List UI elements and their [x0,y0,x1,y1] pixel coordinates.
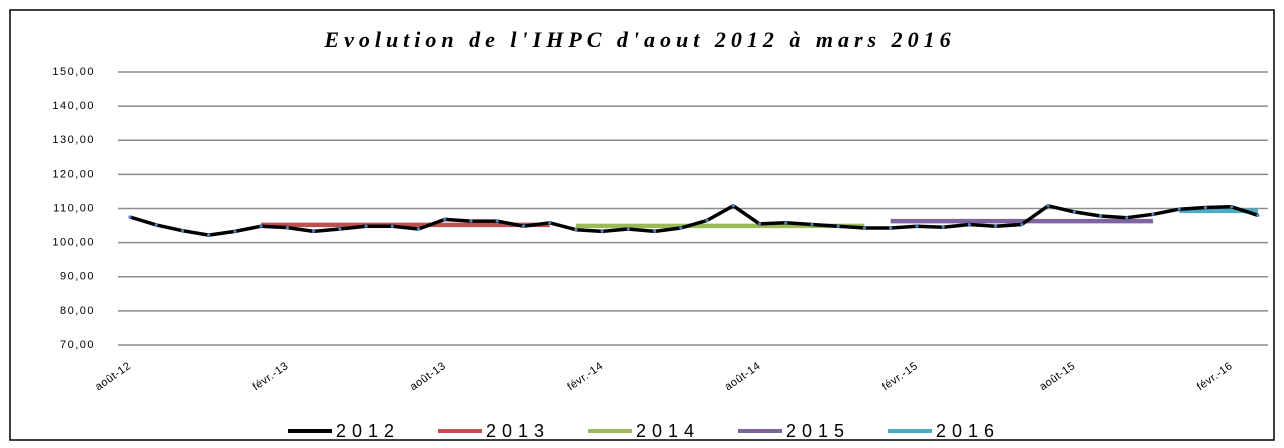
data-point [180,229,185,233]
data-point [259,224,263,228]
y-tick-label: 120,00 [52,168,95,180]
data-point [233,229,237,233]
y-tick-label: 80,00 [60,305,95,317]
data-point [469,219,473,223]
chart-border [9,9,1275,441]
data-point [443,217,447,222]
legend-label: 2012 [336,421,400,441]
legend-label: 2016 [936,421,1000,441]
series-line [129,204,1259,237]
x-tick-label: août-14 [723,360,763,393]
data-point [941,225,945,229]
data-point [1177,207,1181,211]
data-point [574,228,578,232]
data-point [495,219,499,223]
data-point [784,221,788,225]
data-point [889,226,893,230]
x-tick-label: févr.-13 [251,360,291,393]
data-point [915,224,919,228]
data-point [862,226,867,230]
y-tick-label: 90,00 [60,271,95,283]
data-point [1125,216,1129,220]
data-point [548,221,552,225]
data-point [390,224,394,228]
chart-title: Evolution de l'IHPC d'aout 2012 à mars 2… [323,27,955,52]
data-point [757,222,762,226]
data-point [810,222,814,227]
data-point [154,223,158,227]
data-point [836,224,840,228]
x-tick-label: août-12 [93,360,133,393]
data-point [653,229,657,233]
data-point [1151,212,1155,216]
data-point [1020,222,1024,227]
legend-label: 2013 [486,421,550,441]
legend-label: 2014 [636,421,700,441]
y-tick-label: 100,00 [52,237,95,249]
y-tick-label: 140,00 [52,100,95,112]
data-point [364,224,368,228]
y-tick-label: 130,00 [52,134,95,146]
y-tick-label: 150,00 [52,66,95,78]
data-point [1256,213,1260,217]
x-tick-label: août-13 [408,360,448,393]
data-point [285,226,289,230]
x-tick-label: févr.-15 [880,360,920,393]
data-point [312,229,316,233]
data-point [993,224,998,228]
x-tick-label: août-15 [1037,360,1077,393]
y-tick-label: 110,00 [53,202,95,214]
data-point [731,204,735,208]
data-point [338,227,342,231]
y-tick-label: 70,00 [60,339,95,351]
data-point [967,222,971,227]
x-tick-label: févr.-16 [1195,360,1235,393]
data-point [1230,205,1234,209]
data-point [1072,210,1076,214]
data-point [679,226,683,230]
data-point [626,227,630,231]
data-point [207,233,211,237]
x-tick-label: févr.-14 [565,360,605,393]
data-point [1098,214,1103,218]
data-point [1203,205,1208,210]
data-point [1046,204,1050,208]
data-point [521,224,526,228]
data-point [416,227,421,231]
data-point [705,218,709,223]
legend-label: 2015 [786,421,850,441]
data-point [128,215,132,219]
data-point [600,229,604,233]
